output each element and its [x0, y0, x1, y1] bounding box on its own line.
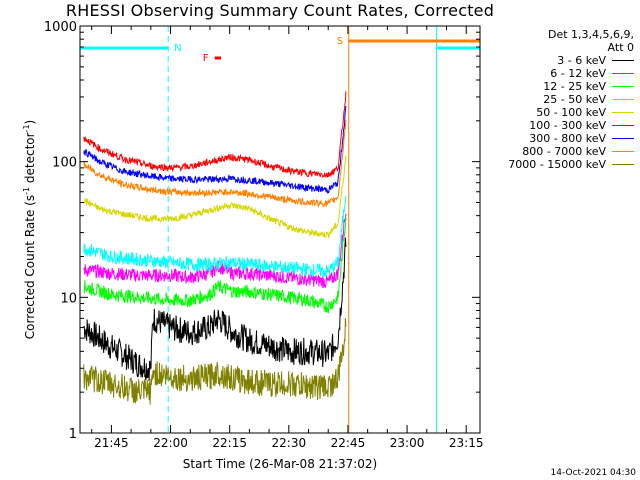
- legend-swatch: [612, 60, 634, 61]
- legend-swatch: [612, 86, 634, 87]
- y-axis-label-part: detector: [23, 132, 37, 187]
- series-line-3: [83, 195, 347, 278]
- axis-labels: 1 10 100 1000 21:45 22:00 22:15 22:30 22:45 23:00…: [22, 20, 483, 471]
- series-line-4: [83, 155, 347, 239]
- flare-label: F: [203, 53, 209, 64]
- y-tick-label: 1000: [44, 20, 77, 35]
- x-tick-label: 23:15: [449, 436, 484, 450]
- x-tick-label: 21:45: [94, 436, 129, 450]
- axes: [79, 25, 481, 434]
- y-axis-label-part: ): [23, 120, 37, 125]
- series-line-5: [83, 91, 347, 179]
- legend-item-label: 50 - 100 keV: [536, 106, 606, 119]
- chart-title: RHESSI Observing Summary Count Rates, Co…: [65, 1, 495, 20]
- legend-item: 50 - 100 keV: [484, 106, 634, 119]
- legend-item: 100 - 300 keV: [484, 119, 634, 132]
- legend-item-label: 12 - 25 keV: [543, 80, 606, 93]
- legend: Det 1,3,4,5,6,9, Att 0 3 - 6 keV 6 - 12 k…: [484, 28, 634, 171]
- legend-item: 12 - 25 keV: [484, 80, 634, 93]
- legend-item-label: 3 - 6 keV: [557, 54, 606, 67]
- x-tick-label: 22:30: [272, 436, 307, 450]
- legend-item-label: 800 - 7000 keV: [522, 145, 606, 158]
- legend-swatch: [612, 99, 634, 100]
- legend-item: 3 - 6 keV: [484, 54, 634, 67]
- x-tick-label: 23:00: [390, 436, 425, 450]
- plot-frame: [79, 25, 481, 434]
- timestamp: 14-Oct-2021 04:30: [550, 468, 636, 478]
- series-line-7: [83, 120, 347, 208]
- legend-item: 7000 - 15000 keV: [484, 158, 634, 171]
- y-axis-label-part: -1: [22, 124, 31, 132]
- night-label: N: [174, 43, 181, 54]
- legend-swatch: [612, 125, 634, 126]
- y-axis-label: Corrected Count Rate (s-1 detector-1): [22, 120, 37, 339]
- legend-item-label: 100 - 300 keV: [529, 119, 606, 132]
- series-line-0: [83, 237, 347, 382]
- legend-item-label: 300 - 800 keV: [529, 132, 606, 145]
- legend-item-label: 7000 - 15000 keV: [508, 158, 606, 171]
- y-axis-label-part: -1: [22, 187, 31, 195]
- legend-header-line2: Att 0: [607, 41, 634, 54]
- legend-item: 300 - 800 keV: [484, 132, 634, 145]
- y-axis-label-part: Corrected Count Rate (s: [23, 195, 37, 339]
- series-line-2: [83, 217, 347, 314]
- legend-swatch: [612, 138, 634, 139]
- legend-item-label: 6 - 12 keV: [550, 67, 606, 80]
- series-line-8: [83, 317, 347, 405]
- legend-item-label: 25 - 50 keV: [543, 93, 606, 106]
- legend-item: 25 - 50 keV: [484, 93, 634, 106]
- y-tick-label: 10: [60, 291, 77, 306]
- x-tick-label: 22:45: [331, 436, 366, 450]
- legend-swatch: [612, 164, 634, 165]
- x-tick-label: 22:15: [212, 436, 247, 450]
- legend-swatch: [612, 151, 634, 152]
- y-tick-label: 100: [52, 156, 77, 171]
- series-line-6: [83, 105, 347, 195]
- legend-swatch: [612, 73, 634, 74]
- series-line-1: [83, 213, 347, 289]
- legend-item: 800 - 7000 keV: [484, 145, 634, 158]
- x-tick-label: 22:00: [153, 436, 188, 450]
- legend-header-line1: Det 1,3,4,5,6,9,: [547, 28, 634, 41]
- series-layer: [83, 91, 347, 405]
- legend-item: 6 - 12 keV: [484, 67, 634, 80]
- y-tick-label: 1: [69, 427, 77, 442]
- legend-swatch: [612, 112, 634, 113]
- x-axis-label: Start Time (26-Mar-08 21:37:02): [183, 457, 377, 471]
- saa-label: S: [337, 36, 343, 47]
